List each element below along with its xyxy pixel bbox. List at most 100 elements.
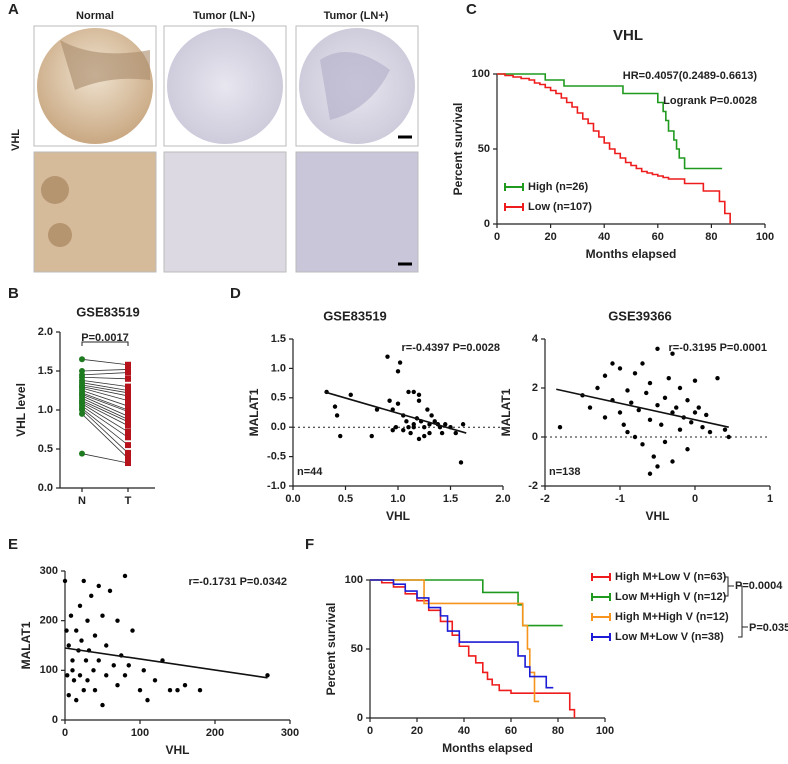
fit-line	[64, 647, 268, 679]
x-tick-label: 0	[62, 727, 68, 739]
y-tick-label: 1.0	[38, 404, 53, 416]
data-point	[79, 638, 84, 643]
data-point	[659, 422, 664, 427]
data-point	[125, 449, 131, 456]
x-tick-label: 200	[206, 727, 224, 739]
data-point	[411, 389, 416, 395]
data-point	[640, 442, 645, 447]
panel-label: F	[305, 536, 314, 553]
x-tick-label: N	[78, 495, 86, 507]
data-point	[416, 392, 422, 398]
pair-line	[81, 401, 129, 426]
data-point	[130, 628, 135, 633]
x-tick-label: 0.5	[338, 493, 353, 505]
annotation: P=0.0004	[735, 580, 783, 592]
data-point	[422, 425, 427, 430]
data-point	[670, 351, 675, 356]
pair-line	[81, 405, 129, 438]
data-point	[104, 673, 109, 678]
data-point	[338, 433, 343, 439]
data-point	[182, 683, 188, 688]
x-axis-label: VHL	[646, 509, 670, 523]
data-point	[77, 673, 83, 678]
data-point	[700, 425, 705, 430]
pair-line	[81, 395, 129, 417]
x-tick-label: 80	[705, 231, 717, 243]
data-point	[74, 628, 79, 633]
y-tick-label: 2.0	[38, 326, 53, 338]
data-point	[677, 385, 683, 391]
data-point	[647, 417, 653, 423]
data-point	[395, 369, 401, 374]
data-point	[685, 398, 690, 403]
data-point	[617, 366, 623, 371]
data-point	[65, 673, 70, 678]
annotation: r=-0.3195 P=0.0001	[669, 342, 767, 354]
y-tick-label: 1.5	[38, 365, 53, 377]
fit-line	[324, 391, 467, 434]
data-point	[387, 398, 392, 403]
y-tick-label: 0.0	[271, 421, 286, 433]
y-tick-label: 0	[532, 431, 538, 443]
data-point	[644, 390, 649, 396]
data-point	[74, 697, 79, 703]
data-point	[92, 633, 98, 638]
x-tick-label: 60	[505, 725, 517, 737]
chart-title: VHL	[613, 27, 643, 44]
data-point	[125, 389, 131, 396]
legend-label: High M+High V (n=12)	[615, 611, 729, 623]
y-tick-label: 0	[484, 218, 490, 230]
data-point	[655, 346, 660, 351]
column-label: Normal	[76, 10, 114, 22]
annotation: Logrank P=0.0028	[663, 95, 757, 107]
data-point	[670, 410, 675, 415]
data-point	[145, 697, 150, 703]
x-tick-label: 0	[692, 493, 698, 505]
data-point	[125, 418, 131, 425]
x-axis-label: VHL	[166, 743, 190, 757]
data-point	[125, 434, 131, 441]
data-point	[621, 422, 626, 427]
bracket	[738, 585, 748, 638]
survival-curve	[370, 579, 554, 689]
pair-line	[81, 403, 129, 433]
data-point	[404, 419, 409, 424]
y-axis-label: Percent survival	[324, 603, 338, 696]
pair-line	[81, 384, 129, 394]
data-point	[557, 425, 563, 430]
x-tick-label: 1.0	[390, 493, 405, 505]
data-point	[670, 459, 675, 464]
pair-line	[81, 397, 129, 420]
y-tick-label: 2	[532, 382, 538, 394]
data-point	[632, 371, 638, 376]
data-point	[640, 361, 645, 366]
data-point	[647, 471, 653, 476]
data-point	[167, 688, 173, 693]
data-point	[85, 678, 90, 683]
data-point	[374, 407, 380, 412]
data-point	[125, 375, 131, 382]
x-tick-label: 40	[458, 725, 470, 737]
data-point	[115, 618, 120, 623]
data-point	[122, 673, 128, 678]
data-point	[587, 405, 593, 410]
y-tick-label: 4	[532, 333, 539, 345]
x-tick-label: 40	[598, 231, 610, 243]
data-point	[726, 434, 731, 440]
data-point	[617, 410, 623, 415]
x-tick-label: 20	[544, 231, 556, 243]
data-point	[125, 392, 131, 399]
chart-title: GSE39366	[608, 308, 672, 323]
data-point	[125, 428, 131, 435]
x-tick-label: -2	[540, 493, 550, 505]
x-tick-label: -1	[615, 493, 625, 505]
y-tick-label: 50	[478, 143, 490, 155]
data-point	[152, 678, 158, 683]
micrographs	[33, 25, 419, 273]
x-tick-label: 60	[652, 231, 664, 243]
x-tick-label: 80	[552, 725, 564, 737]
data-point	[96, 658, 101, 663]
y-tick-label: 300	[40, 565, 58, 577]
data-point	[100, 702, 105, 708]
data-point	[107, 588, 113, 594]
